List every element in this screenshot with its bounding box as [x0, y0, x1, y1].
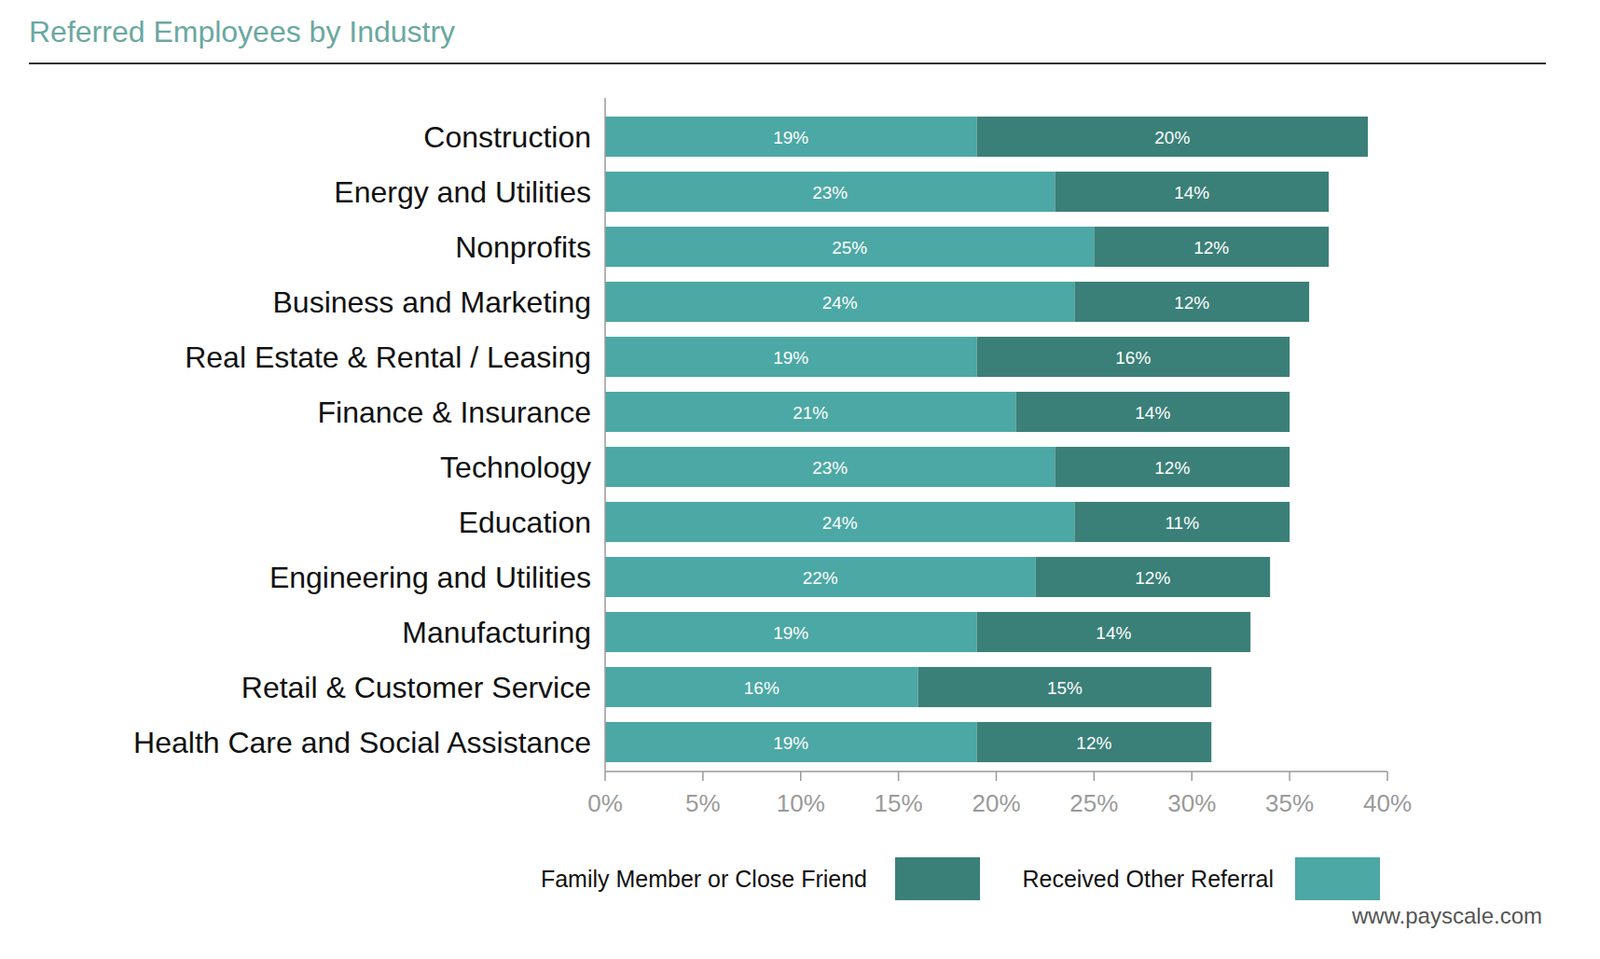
- bar-segment: [605, 666, 919, 707]
- category-label: Construction: [423, 120, 592, 154]
- data-label: 25%: [831, 237, 868, 258]
- data-label: 15%: [1047, 677, 1083, 698]
- source: www.payscale.com: [1351, 902, 1543, 928]
- bar-segment: [1074, 501, 1290, 542]
- data-label: 12%: [1173, 292, 1210, 313]
- data-label: 14%: [1095, 622, 1132, 643]
- bar-segment: [605, 721, 978, 762]
- tick-label: 10%: [776, 788, 826, 817]
- legend-swatch: [895, 856, 980, 900]
- tick-mark: [995, 771, 998, 781]
- data-label: 23%: [812, 457, 848, 478]
- tick-label: 20%: [971, 788, 1021, 817]
- tick-label: 30%: [1167, 788, 1216, 817]
- tick-mark: [1386, 771, 1389, 781]
- bars: [605, 116, 1368, 762]
- data-label: 19%: [772, 732, 809, 753]
- bar-segment: [1074, 281, 1310, 322]
- data-label: 24%: [822, 512, 858, 533]
- tick-label: 25%: [1069, 788, 1118, 817]
- bar-segment: [605, 116, 978, 157]
- bar-segment: [918, 666, 1213, 707]
- data-label: 20%: [1154, 127, 1190, 148]
- data-label: 14%: [1173, 182, 1210, 203]
- tick-label: 5%: [685, 788, 721, 817]
- category-label: Energy and Utilities: [333, 175, 592, 209]
- bar-segment: [977, 611, 1252, 652]
- data-label: 19%: [772, 622, 809, 643]
- legend-label: Family Member or Close Friend: [540, 865, 868, 892]
- category-label: Nonprofits: [455, 230, 592, 264]
- bar-segment: [1034, 556, 1270, 597]
- bar-segment: [1015, 391, 1290, 432]
- bar-segment: [977, 721, 1213, 762]
- data-label: 14%: [1134, 402, 1171, 423]
- bar-segment: [1054, 171, 1329, 212]
- legend-swatch: [1295, 856, 1380, 900]
- legend-label: Received Other Referral: [1021, 865, 1274, 892]
- tick-mark: [604, 771, 607, 781]
- title: Referred Employees by Industry: [28, 14, 456, 49]
- category-label: Business and Marketing: [272, 285, 592, 319]
- tick-mark: [1288, 771, 1291, 781]
- tick-label: 0%: [587, 788, 623, 817]
- category-label: Education: [458, 505, 592, 539]
- category-label: Real Estate & Rental / Leasing: [184, 340, 592, 374]
- data-label: 23%: [812, 182, 848, 203]
- data-label: 19%: [772, 347, 809, 368]
- bar-segment: [1093, 226, 1329, 267]
- category-label: Engineering and Utilities: [269, 560, 592, 594]
- bar-segment: [605, 226, 1094, 267]
- bar-segment: [605, 556, 1035, 597]
- category-label: Manufacturing: [401, 615, 592, 649]
- tick-label: 40%: [1363, 788, 1412, 817]
- tick-label: 35%: [1265, 788, 1314, 817]
- data-label: 12%: [1075, 732, 1112, 753]
- category-label: Retail & Customer Service: [241, 670, 592, 704]
- bar-segment: [605, 281, 1075, 322]
- data-label: 16%: [744, 677, 780, 698]
- tick-mark: [702, 771, 704, 781]
- bar-segment: [605, 501, 1075, 542]
- tick-mark: [800, 771, 802, 781]
- data-label: 21%: [792, 402, 828, 423]
- data-label: 22%: [802, 567, 839, 588]
- data-label: 12%: [1134, 567, 1171, 588]
- data-labels: 19% 20% 23% 14% 25% 12% 24% 12% 19% 16% 21% 14% 23% 1…: [744, 127, 1230, 753]
- bar-segment: [605, 611, 978, 652]
- bar-segment: [605, 446, 1055, 487]
- tick-label: 15%: [874, 788, 924, 817]
- data-label: 12%: [1154, 457, 1190, 478]
- category-label: Technology: [440, 450, 592, 484]
- category-label: Health Care and Social Assistance: [133, 725, 592, 759]
- data-label: 11%: [1164, 512, 1200, 533]
- tick-mark: [897, 771, 900, 781]
- title-rule: [28, 62, 1546, 65]
- data-label: 24%: [822, 292, 858, 313]
- bar-segment: [605, 171, 1055, 212]
- bar-segment: [977, 336, 1291, 377]
- y-axis-line: [604, 97, 607, 772]
- bar-segment: [977, 116, 1369, 157]
- bar-segment: [605, 336, 978, 377]
- chart: Referred Employees by Industry19%20%23%1…: [0, 0, 1600, 959]
- data-label: 19%: [772, 127, 809, 148]
- bar-segment: [1054, 446, 1290, 487]
- data-label: 16%: [1115, 347, 1151, 368]
- category-label: Finance & Insurance: [317, 395, 593, 429]
- tick-mark: [1191, 771, 1194, 781]
- bar-segment: [605, 391, 1016, 432]
- data-label: 12%: [1193, 237, 1229, 258]
- tick-mark: [1093, 771, 1096, 781]
